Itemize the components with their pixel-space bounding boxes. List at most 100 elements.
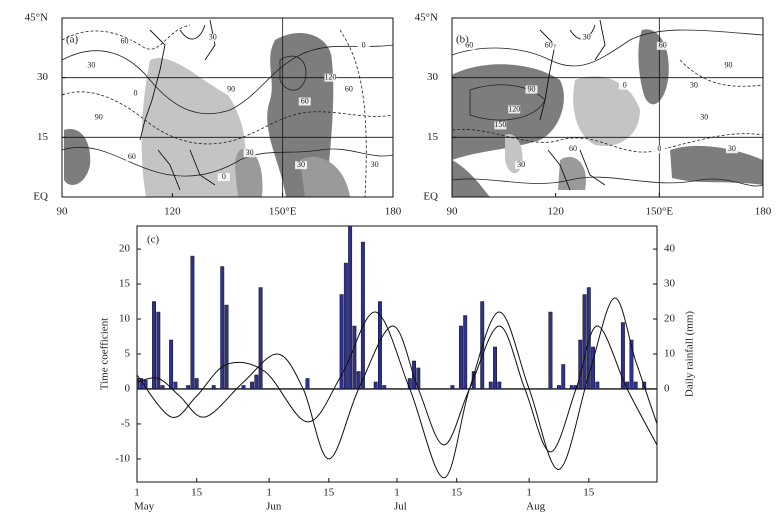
y2-tick-label: 0 — [664, 383, 670, 395]
rain-bar — [173, 381, 178, 390]
rain-bar — [548, 311, 553, 390]
contour-label: 30 — [297, 160, 305, 169]
x-tick-label: 15 — [451, 487, 463, 499]
contour-label-bg — [129, 89, 142, 98]
contour-label: 60 — [121, 37, 129, 46]
map-y-tick-label: EQ — [33, 191, 48, 203]
contour-label-bg — [515, 161, 528, 170]
map-x-tick-label: 90 — [447, 206, 459, 218]
contour-label: 60 — [465, 41, 473, 50]
contour-label: 120 — [324, 72, 336, 81]
rain-bar — [241, 385, 246, 390]
rain-bar — [156, 311, 161, 390]
rain-bar — [493, 346, 497, 390]
contour-label: 90 — [724, 61, 732, 70]
rain-bar — [561, 364, 566, 390]
contour-label: 120 — [508, 104, 520, 113]
rain-bar — [450, 385, 455, 390]
y-axis-title: Time coefficient — [99, 318, 111, 390]
contour-label-bg — [525, 85, 538, 94]
contour-label: 0 — [222, 172, 226, 181]
contour-label-bg — [687, 81, 700, 90]
contour-label-bg — [722, 61, 735, 70]
contour-label: 60 — [545, 41, 553, 50]
y-tick-label: 10 — [119, 313, 131, 325]
rain-bar — [137, 378, 139, 390]
map-b-field — [452, 19, 763, 197]
rain-bar — [160, 385, 165, 390]
contour-label-bg — [566, 145, 579, 154]
map-y-tick-label: EQ — [423, 191, 438, 203]
contour-label: 150 — [494, 120, 506, 129]
contour-label-bg — [508, 105, 521, 114]
rain-bar — [152, 301, 157, 390]
rain-bar — [557, 385, 561, 390]
y2-axis-title: Daily rainfall (mm) — [684, 311, 696, 397]
rain-bar — [250, 381, 255, 390]
rain-bar — [190, 255, 195, 390]
rain-bar — [463, 315, 468, 390]
y2-tick-label: 30 — [664, 278, 676, 290]
x-tick-label: 1 — [394, 487, 400, 499]
contour-label-bg — [580, 33, 593, 42]
time-coefficient-line — [137, 325, 657, 460]
contour-label: 90 — [527, 84, 535, 93]
contour-label-bg — [125, 153, 138, 162]
contour-label: 60 — [301, 96, 309, 105]
contour-label-bg — [357, 41, 370, 50]
y-tick-label: 20 — [119, 243, 131, 255]
rain-bar — [633, 381, 638, 390]
contour-label-bg — [618, 81, 631, 90]
time-coefficient-line — [137, 297, 657, 479]
map-y-tick-label: 45°N — [415, 12, 438, 24]
contour-label: 60 — [128, 152, 136, 161]
rain-bar — [211, 385, 216, 390]
month-label: Jul — [394, 501, 407, 512]
map-x-tick-label: 120 — [547, 206, 564, 218]
rain-bar — [497, 381, 502, 390]
rain-bar — [591, 346, 596, 390]
map-y-tick-label: 30 — [427, 71, 439, 83]
contour-label: 90 — [227, 84, 235, 93]
map-y-tick-label: 15 — [37, 131, 49, 143]
x-tick-label: 1 — [266, 487, 272, 499]
contour-label: 0 — [134, 88, 138, 97]
y-tick-label: -10 — [115, 452, 130, 464]
contour-label: 30 — [690, 80, 698, 89]
rain-bar — [620, 322, 625, 390]
contour-label-bg — [542, 41, 555, 50]
rain-bar — [258, 287, 263, 390]
rain-bar — [569, 385, 574, 390]
map-a-frame — [61, 17, 394, 198]
map-y-tick-label: 30 — [37, 71, 49, 83]
rain-bar — [382, 385, 387, 390]
contour-label: 30 — [517, 160, 525, 169]
y2-tick-label: 40 — [664, 243, 676, 255]
contour-label-bg — [463, 41, 476, 50]
contour-label-bg — [225, 85, 238, 94]
rain-bar — [169, 339, 174, 390]
contour-label: 60 — [569, 144, 577, 153]
panel-label: (c) — [147, 234, 160, 246]
contour-label-bg — [206, 33, 219, 42]
rain-bar — [348, 226, 353, 390]
contour-label-bg — [217, 173, 230, 182]
month-label: May — [134, 501, 155, 512]
y-tick-label: -5 — [121, 417, 131, 429]
contour-label: 30 — [728, 144, 736, 153]
x-tick-label: 15 — [583, 487, 595, 499]
y-tick-label: 0 — [125, 383, 131, 395]
contour-label-bg — [725, 145, 738, 154]
x-tick-label: 1 — [134, 487, 140, 499]
rain-bar — [305, 378, 310, 390]
rain-bar — [595, 381, 600, 390]
contour-label-bg — [85, 61, 98, 70]
contour-label-bg — [698, 113, 711, 122]
rain-bar — [373, 381, 378, 390]
contour-label: 90 — [95, 112, 103, 121]
contour-label: 0 — [623, 80, 627, 89]
rain-bar — [407, 378, 412, 390]
rain-bar — [339, 294, 344, 390]
rain-bar — [412, 360, 417, 390]
contour-labels: 60 120 30 90 150 60 0 30 0 30 60 30 30 90 60 — [463, 33, 738, 170]
